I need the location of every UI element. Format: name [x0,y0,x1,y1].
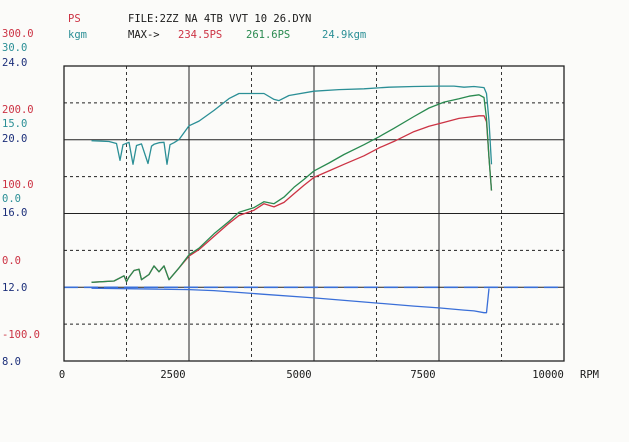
max-prefix: MAX-> [128,29,160,41]
series-line-red [91,115,493,283]
kgm-tick-0: 0.0 [2,193,21,205]
file-name: FILE:2ZZ NA 4TB VVT 10 26.DYN [128,13,311,25]
ps-tick-minus100: -100.0 [2,329,40,341]
kgm-unit-label: kgm [68,29,87,41]
left-tick-8: 8.0 [2,356,21,368]
series-layer [64,85,564,314]
ps-tick-0: 0.0 [2,255,21,267]
max-ps-red: 234.5PS [178,29,222,41]
series-line-green [91,94,493,283]
ps-tick-100: 100.0 [2,179,34,191]
plot-frame [63,65,565,362]
left-tick-24: 24.0 [2,57,27,69]
x-tick-10000: 10000 [532,369,564,381]
ps-tick-300: 300.0 [2,28,34,40]
left-tick-20: 20.0 [2,133,27,145]
kgm-tick-15: 15.0 [2,118,27,130]
x-tick-0: 0 [59,369,65,381]
x-axis-label: RPM [580,369,599,381]
ps-unit-label: PS [68,13,81,25]
max-kgm: 24.9kgm [322,29,366,41]
x-tick-7500: 7500 [410,369,435,381]
left-tick-16: 16.0 [2,207,27,219]
ps-tick-200: 200.0 [2,104,34,116]
series-line-blue-solid [91,287,490,314]
left-tick-12: 12.0 [2,282,27,294]
max-ps-green: 261.6PS [246,29,290,41]
series-line-teal [91,85,493,165]
grid [64,66,564,361]
x-tick-2500: 2500 [160,369,185,381]
kgm-tick-30: 30.0 [2,42,27,54]
x-tick-5000: 5000 [286,369,311,381]
